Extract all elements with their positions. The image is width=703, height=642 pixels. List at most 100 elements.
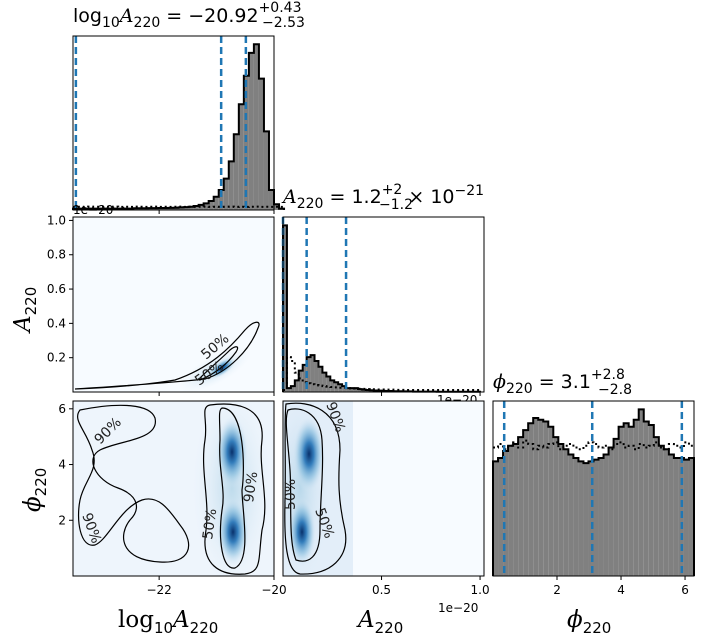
- y-tick-label: 4: [58, 458, 66, 472]
- contour-90-line: [202, 403, 266, 575]
- hist-bar: [673, 457, 679, 576]
- panel-title-A220: A220 = 1.2+2 × 10−21: [281, 182, 484, 212]
- hist-bar: [533, 418, 539, 576]
- hist-bar: [628, 426, 634, 576]
- hist-bar: [613, 438, 619, 576]
- hist-frame-phi220: [492, 400, 695, 577]
- hist-bar: [523, 430, 529, 576]
- hist-bar: [258, 78, 264, 210]
- hist-bar: [583, 463, 589, 576]
- hist-bar: [563, 449, 569, 576]
- hist-bar: [508, 445, 514, 576]
- hist-bar: [618, 426, 624, 576]
- hist-bar: [538, 419, 544, 576]
- prior-outline: [283, 356, 481, 392]
- hist-bar: [208, 201, 214, 210]
- hist-bar: [648, 424, 654, 576]
- hist-bar: [513, 444, 519, 576]
- hist-bar: [294, 380, 299, 392]
- x-tick-label: −20: [261, 583, 286, 597]
- hist-bar: [318, 366, 323, 392]
- hist-bar: [290, 386, 295, 392]
- hist-bar: [286, 388, 291, 392]
- y-axis-label-phi220: ϕ220: [20, 468, 50, 512]
- hist-bar: [643, 421, 649, 576]
- kde-panel-A220-vs-log10A220: 50% 50%: [72, 216, 275, 393]
- hist-bar: [238, 104, 244, 210]
- hist-bar: [302, 364, 307, 392]
- hist-bar: [326, 376, 331, 392]
- hist-bar: [283, 225, 287, 392]
- hist-bar: [173, 207, 179, 210]
- hist-bar: [548, 426, 554, 576]
- kde-density-region: [192, 401, 272, 576]
- x-tick-label: −22: [146, 583, 171, 597]
- kde-panel-phi220-vs-A220: 50% 50% 90%: [282, 400, 485, 577]
- hist-bars-log10A220: [72, 36, 286, 211]
- hist-bar: [298, 370, 303, 392]
- y-tick-label: 6: [58, 402, 66, 416]
- y-tick-label: 0.4: [47, 316, 66, 330]
- hist-bar: [598, 457, 604, 576]
- hist-bar: [603, 454, 609, 576]
- panel-title-phi220-lower: −2.8: [598, 382, 632, 398]
- kde-density-core: [208, 357, 236, 379]
- hist-bar: [558, 444, 564, 576]
- hist-frame-log10A220: [72, 35, 275, 211]
- hist-bar: [198, 204, 204, 210]
- hist-bar: [243, 75, 249, 210]
- hist-bar: [498, 457, 504, 576]
- hist-outline: [492, 408, 695, 576]
- hist-bar: [543, 421, 549, 576]
- hist-panel-A220: 1e−20 A220 = 1.2+2 × 10−21 −1.2: [281, 182, 485, 407]
- hist-bar: [623, 423, 629, 576]
- hist-bar: [253, 44, 259, 211]
- kde-density-core: [288, 498, 316, 566]
- hist-bar: [663, 449, 669, 576]
- hist-bar: [314, 360, 319, 392]
- hist-bar: [346, 388, 350, 392]
- panel-title-log10A220: log10A220 = −20.92+0.43: [73, 0, 301, 31]
- x-tick-label: 1.0: [471, 583, 490, 597]
- hist-bar: [350, 388, 354, 392]
- y-tick-label: 1.0: [47, 213, 66, 227]
- contour-50-line: [285, 408, 324, 562]
- hist-bar: [322, 372, 327, 392]
- hist-bar: [361, 389, 366, 392]
- panel-title-phi220: ϕ220 = 3.1+2.8: [493, 367, 625, 397]
- hist-bar: [306, 357, 311, 392]
- hist-bar: [188, 206, 194, 210]
- hist-bar: [653, 437, 659, 576]
- panel-title-log10A220-lower: −2.53: [262, 15, 305, 31]
- offset-text-log10A220: 1e−20: [73, 203, 113, 217]
- contour-90-line: [74, 321, 260, 390]
- contour-90-line-broad: [77, 404, 190, 563]
- hist-bar: [658, 445, 664, 576]
- hist-bar: [528, 423, 534, 576]
- kde-frame: [72, 216, 275, 393]
- x-tick-label: 4: [617, 583, 625, 597]
- x-tick-label: 2: [553, 583, 561, 597]
- kde-frame: [72, 400, 275, 577]
- hist-bar: [263, 131, 269, 210]
- hist-bar: [330, 380, 335, 392]
- hist-bar: [168, 207, 174, 210]
- hist-bar: [553, 437, 559, 576]
- hist-frame-A220: [282, 216, 485, 393]
- contour-label-90-right: 90%: [241, 471, 261, 504]
- x-tick-label: 6: [681, 583, 689, 597]
- hist-bar: [342, 386, 347, 392]
- hist-bar: [493, 461, 499, 576]
- hist-bar: [193, 206, 199, 210]
- hist-bar: [503, 451, 509, 576]
- hist-bars-A220: [281, 217, 482, 393]
- kde-density-core: [293, 416, 325, 492]
- axis-ticks: −22 −20 0.5 1.0 2 4 6 0.2 0.4 0.6 0.8 1.0 2 4 6: [47, 210, 689, 597]
- contour-90-line: [284, 402, 347, 575]
- hist-bar: [593, 459, 599, 576]
- hist-bar: [568, 454, 574, 576]
- hist-bar: [357, 389, 362, 392]
- hist-bar: [233, 134, 239, 210]
- contour-label-50: 50%: [200, 508, 220, 541]
